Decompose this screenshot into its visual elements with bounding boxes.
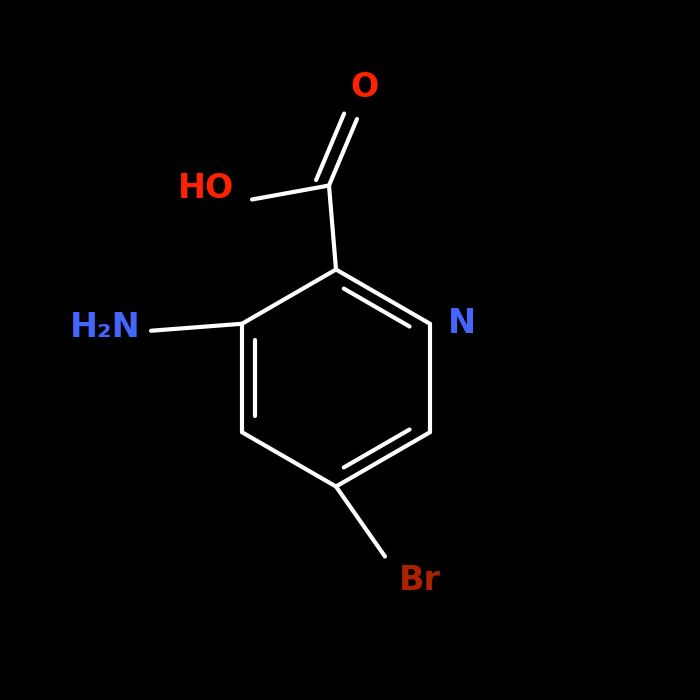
Text: H₂N: H₂N bbox=[70, 311, 141, 344]
Text: Br: Br bbox=[399, 564, 441, 598]
Text: O: O bbox=[350, 71, 378, 104]
Text: N: N bbox=[447, 307, 475, 340]
Text: HO: HO bbox=[178, 172, 234, 206]
